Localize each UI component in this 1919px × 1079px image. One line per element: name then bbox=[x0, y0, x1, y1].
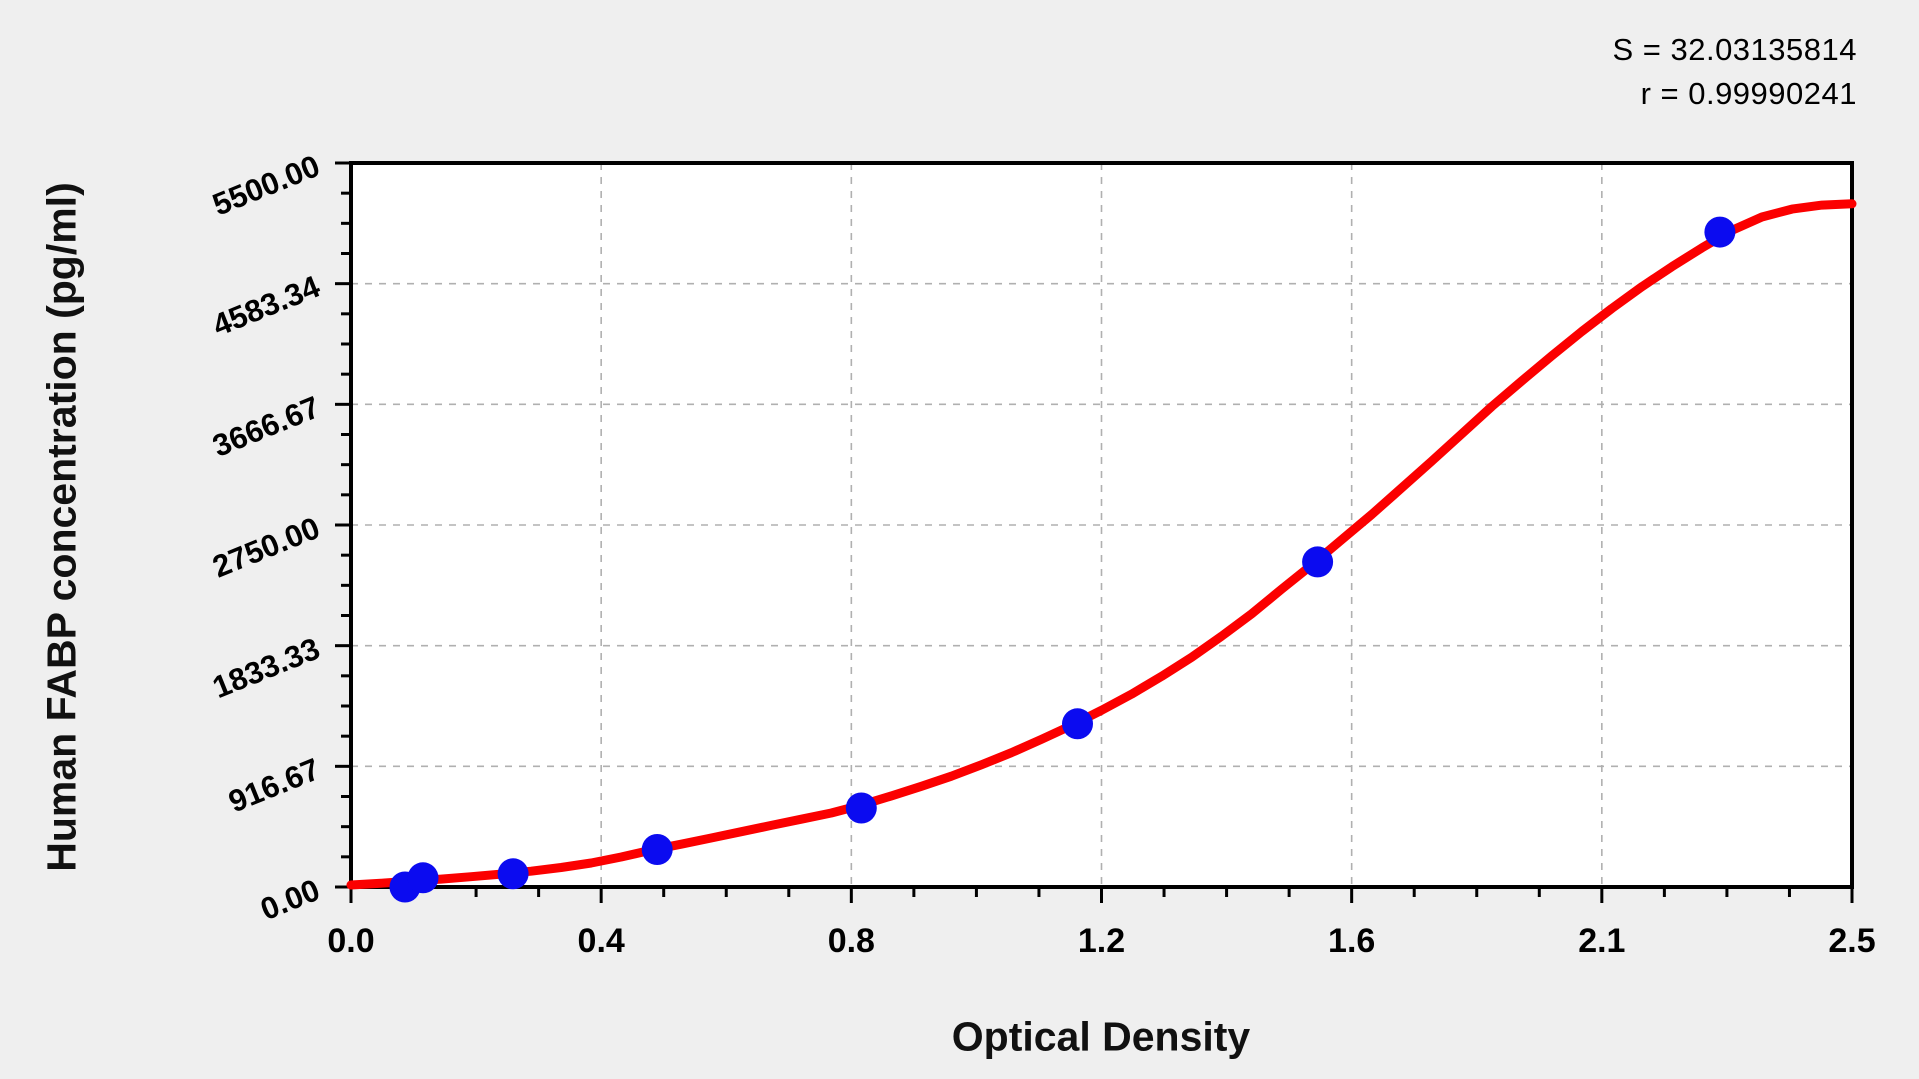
fit-statistics: S = 32.03135814 r = 0.99990241 bbox=[1612, 28, 1857, 116]
y-tick-label: 2750.00 bbox=[208, 510, 325, 584]
y-tick-label: 916.67 bbox=[224, 751, 325, 819]
x-tick-label: 1.6 bbox=[1328, 922, 1375, 960]
data-point bbox=[641, 834, 673, 865]
x-tick-label: 1.2 bbox=[1078, 922, 1125, 960]
data-point bbox=[497, 858, 529, 890]
data-point bbox=[407, 862, 439, 894]
fit-curve bbox=[346, 199, 1857, 890]
x-tick-label: 0.0 bbox=[327, 922, 374, 960]
x-tick-label: 2.1 bbox=[1578, 922, 1625, 960]
y-tick-label: 4583.34 bbox=[208, 268, 326, 343]
x-tick-label: 0.8 bbox=[828, 922, 875, 960]
data-point bbox=[1302, 546, 1334, 578]
data-point bbox=[1704, 216, 1736, 248]
x-axis-title: Optical Density bbox=[951, 1013, 1251, 1060]
y-tick-label: 3666.67 bbox=[208, 389, 325, 463]
y-tick-label: 5500.00 bbox=[208, 148, 325, 222]
x-tick-label: 2.5 bbox=[1828, 922, 1875, 960]
y-tick-label: 0.00 bbox=[256, 872, 325, 927]
x-tick-label: 0.4 bbox=[578, 922, 625, 960]
y-tick-label: 1833.33 bbox=[208, 631, 325, 705]
data-point bbox=[845, 792, 877, 824]
annotation-s: S = 32.03135814 bbox=[1612, 32, 1857, 67]
annotation-r: r = 0.99990241 bbox=[1640, 76, 1857, 111]
data-point bbox=[1062, 708, 1093, 740]
